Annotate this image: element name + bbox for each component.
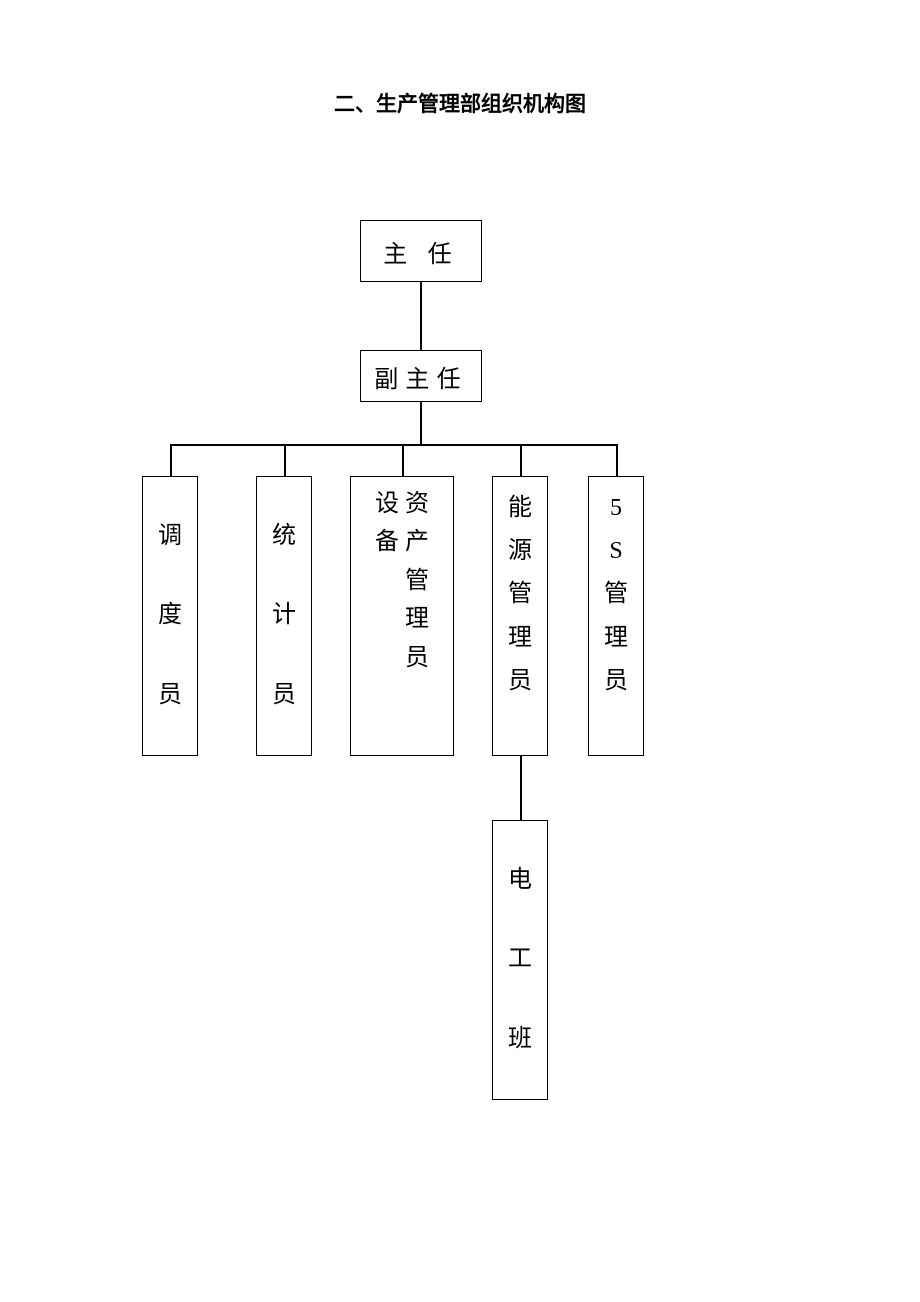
char: 员 bbox=[158, 674, 182, 717]
char: 备 bbox=[375, 523, 399, 561]
node-asset-equipment: 设 备 资 产 管 理 员 bbox=[350, 476, 454, 756]
connector-horizontal bbox=[170, 444, 616, 446]
char: 理 bbox=[405, 600, 429, 638]
char: 计 bbox=[272, 594, 296, 637]
node-director: 主 任 bbox=[360, 220, 482, 282]
char: 管 bbox=[405, 562, 429, 600]
char: 工 bbox=[508, 938, 532, 981]
col-asset: 资 产 管 理 员 bbox=[405, 485, 429, 677]
node-deputy: 副主任 bbox=[360, 350, 482, 402]
col-equipment: 设 备 bbox=[375, 485, 399, 562]
connector-drop-5s bbox=[616, 444, 618, 476]
node-energy: 能 源 管 理 员 bbox=[492, 476, 548, 756]
org-chart: 主 任 副主任 调 度 员 统 计 员 设 备 资 产 管 理 员 bbox=[0, 0, 920, 1302]
node-deputy-label: 副主任 bbox=[374, 359, 468, 394]
char: 产 bbox=[405, 523, 429, 561]
char: 员 bbox=[604, 660, 628, 703]
char: 5 bbox=[610, 487, 622, 530]
char: 员 bbox=[405, 639, 429, 677]
node-electrician: 电 工 班 bbox=[492, 820, 548, 1100]
connector-deputy-down bbox=[420, 402, 422, 444]
char: 管 bbox=[508, 573, 532, 616]
char: 班 bbox=[508, 1018, 532, 1061]
char: 设 bbox=[375, 485, 399, 523]
node-director-label: 主 任 bbox=[383, 234, 459, 269]
char: 管 bbox=[604, 573, 628, 616]
node-dispatcher: 调 度 员 bbox=[142, 476, 198, 756]
char: S bbox=[609, 530, 622, 573]
node-statistician: 统 计 员 bbox=[256, 476, 312, 756]
char: 员 bbox=[272, 674, 296, 717]
connector-drop-statistician bbox=[284, 444, 286, 476]
char: 理 bbox=[604, 617, 628, 660]
char: 能 bbox=[508, 487, 532, 530]
connector-energy-electrician bbox=[520, 756, 522, 820]
char: 理 bbox=[508, 617, 532, 660]
char: 资 bbox=[405, 485, 429, 523]
connector-drop-energy bbox=[520, 444, 522, 476]
char: 调 bbox=[158, 515, 182, 558]
connector-drop-asset bbox=[402, 444, 404, 476]
char: 统 bbox=[272, 515, 296, 558]
connector-drop-dispatcher bbox=[170, 444, 172, 476]
node-5s: 5 S 管 理 员 bbox=[588, 476, 644, 756]
char: 源 bbox=[508, 530, 532, 573]
char: 员 bbox=[508, 660, 532, 703]
connector-director-deputy bbox=[420, 282, 422, 350]
char: 度 bbox=[158, 594, 182, 637]
char: 电 bbox=[508, 859, 532, 902]
